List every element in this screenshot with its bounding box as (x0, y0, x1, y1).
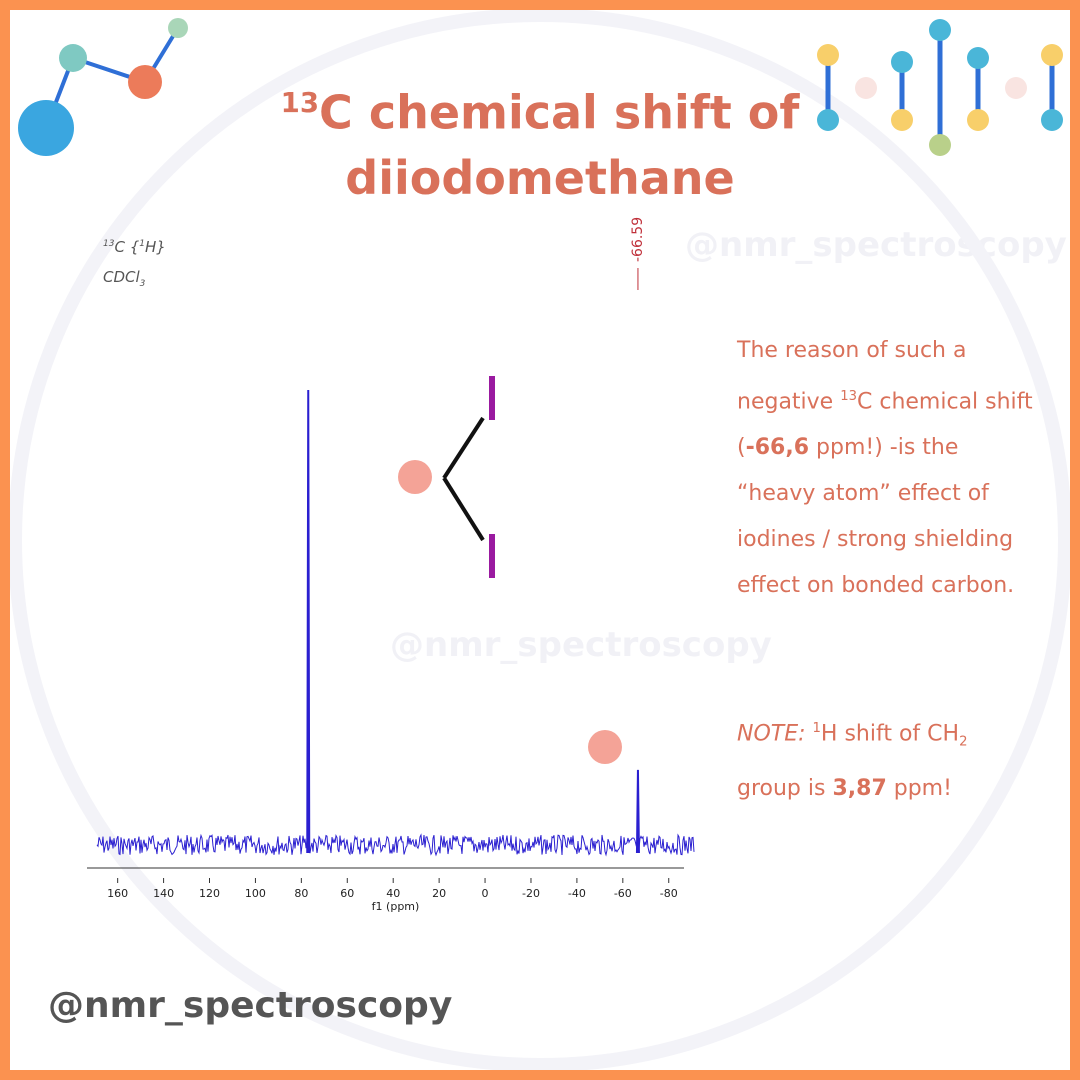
x-tick-label: 0 (482, 887, 489, 900)
text-segment: C { (114, 238, 140, 256)
watermark: @nmr_spectroscopy (685, 225, 1067, 265)
text-segment: -66,6 (745, 435, 810, 461)
x-tick-label: 40 (386, 887, 400, 900)
structure-ch2i2 (398, 376, 622, 764)
x-tick-label: -80 (660, 887, 678, 900)
text-segment: ppm! (886, 775, 952, 801)
text-segment: 13 (280, 86, 320, 119)
x-tick-label: 80 (294, 887, 308, 900)
nucleus-label: 13C {1H} (103, 238, 166, 256)
text-segment: group is (737, 775, 833, 801)
x-tick-label: 140 (153, 887, 174, 900)
text-segment: H} (144, 238, 166, 256)
text-segment: 13 (840, 389, 857, 404)
x-tick-label: -60 (614, 887, 632, 900)
text-segment: 1 (139, 239, 145, 249)
text-segment: C chemical shift of (319, 85, 800, 140)
x-tick-label: 160 (107, 887, 128, 900)
text-segment: 13 (103, 239, 115, 249)
text-segment: C chemical shift ( (737, 389, 1033, 461)
text-segment: CDCl (103, 268, 140, 286)
decor-ring (10, 10, 1070, 1070)
peak (635, 769, 640, 854)
text-segment: 3 (139, 279, 146, 289)
text-segment: ppm!) -is the “heavy atom” effect of iod… (737, 435, 1015, 599)
text-segment: H shift of CH (820, 721, 960, 747)
x-tick-label: -20 (522, 887, 540, 900)
footer: @nmr_spectroscopy (48, 985, 453, 1026)
description: The reason of such a negative 13C chemic… (737, 328, 1037, 609)
peak-label: -66.59 (630, 217, 646, 262)
text-segment: 2 (959, 734, 968, 750)
text-segment: diiodomethane (345, 151, 735, 206)
solvent-label: CDCl3 (103, 268, 145, 289)
text-segment: 1 (812, 721, 821, 736)
x-tick-label: 20 (432, 887, 446, 900)
x-tick-label: -40 (568, 887, 586, 900)
text-segment: 3,87 (832, 775, 887, 801)
title: 13C chemical shift of diiodomethane (10, 70, 1070, 211)
text-segment (806, 721, 813, 746)
x-tick-label: 100 (245, 887, 266, 900)
x-tick-label: 120 (199, 887, 220, 900)
decor-molecule (18, 18, 188, 156)
x-tick-label: 60 (340, 887, 354, 900)
baseline-noise (96, 833, 695, 857)
note: NOTE: 1H shift of CH2 group is 3,87 ppm! (737, 706, 1037, 812)
decor-dna (817, 19, 1063, 156)
text-segment: The reason of such a negative (737, 338, 967, 415)
peak (306, 389, 311, 854)
text-segment: NOTE: (737, 721, 806, 747)
watermark: @nmr_spectroscopy (390, 625, 772, 665)
x-axis-label: f1 (ppm) (372, 900, 420, 913)
